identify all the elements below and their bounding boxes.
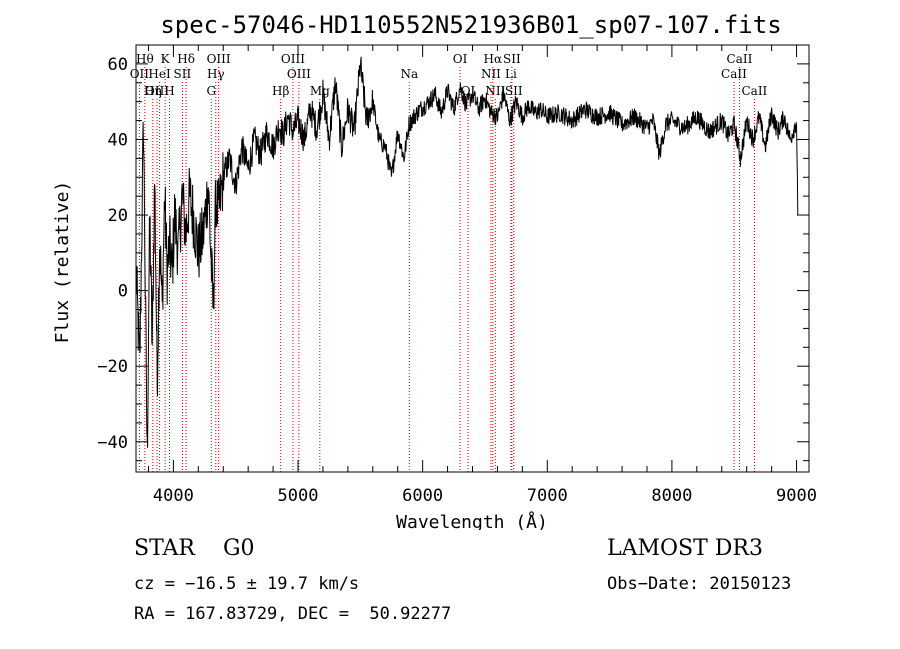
marker-label: Hα: [484, 52, 503, 66]
marker-label: H: [164, 84, 174, 98]
marker-label: Na: [400, 67, 418, 81]
marker-label: OI: [453, 52, 468, 66]
marker-label: HeI: [148, 67, 171, 81]
marker-label: OIII: [145, 84, 169, 98]
x-tick-label: 6000: [402, 486, 443, 506]
marker-label: NII: [485, 84, 505, 98]
redshift-cz: cz = −16.5 ± 19.7 km/s: [134, 574, 360, 594]
marker-label: Hθ: [136, 52, 154, 66]
object-class: STAR G0: [134, 536, 255, 561]
marker-label: CaII: [741, 84, 767, 98]
y-tick-label: −20: [97, 357, 128, 377]
marker-label: NII: [481, 67, 501, 81]
marker-label: Hγ: [207, 67, 225, 81]
x-axis-label: Wavelength (Å): [396, 511, 548, 530]
axis-ticks: 4000 5000 6000 7000 8000 9000 −40 −20 0 20 40 60: [97, 44, 817, 506]
y-tick-label: 40: [108, 130, 128, 150]
marker-label: SII: [505, 84, 523, 98]
x-tick-label: 5000: [278, 486, 319, 506]
marker-label: SII: [503, 52, 521, 66]
marker-label: OIII: [281, 52, 305, 66]
plot-frame: [135, 44, 810, 473]
spectrum-line: [135, 56, 799, 448]
marker-label: OII: [130, 67, 150, 81]
x-tick-label: 4000: [153, 486, 194, 506]
ra-dec: RA = 167.83729, DEC = 50.92277: [134, 604, 452, 624]
chart-title: spec-57046-HD110552N521936B01_sp07-107.f…: [160, 11, 781, 39]
marker-label: Hδ: [177, 52, 195, 66]
spectrum-chart: spec-57046-HD110552N521936B01_sp07-107.f…: [52, 11, 817, 530]
observation-date: Obs−Date: 20150123: [607, 574, 792, 594]
marker-label: SII: [174, 67, 192, 81]
marker-label: OIII: [207, 52, 231, 66]
marker-label: Hη: [144, 84, 162, 98]
marker-label: Hβ: [272, 84, 289, 98]
marker-label: OIII: [287, 67, 311, 81]
x-tick-label: 8000: [651, 486, 692, 506]
marker-label: Li: [505, 67, 517, 81]
y-tick-label: −40: [97, 433, 128, 453]
marker-label: CaII: [727, 52, 753, 66]
y-tick-label: 0: [118, 282, 128, 302]
y-tick-label: 20: [108, 206, 128, 226]
survey-name: LAMOST DR3: [607, 536, 763, 561]
x-tick-label: 9000: [776, 486, 817, 506]
y-tick-label: 60: [108, 55, 128, 75]
marker-label: K: [161, 52, 171, 66]
x-tick-label: 7000: [527, 486, 568, 506]
y-axis-label: Flux (relative): [52, 181, 73, 344]
marker-label: Mg: [310, 84, 330, 98]
marker-label: G: [206, 84, 216, 98]
marker-label: CaII: [721, 67, 747, 81]
